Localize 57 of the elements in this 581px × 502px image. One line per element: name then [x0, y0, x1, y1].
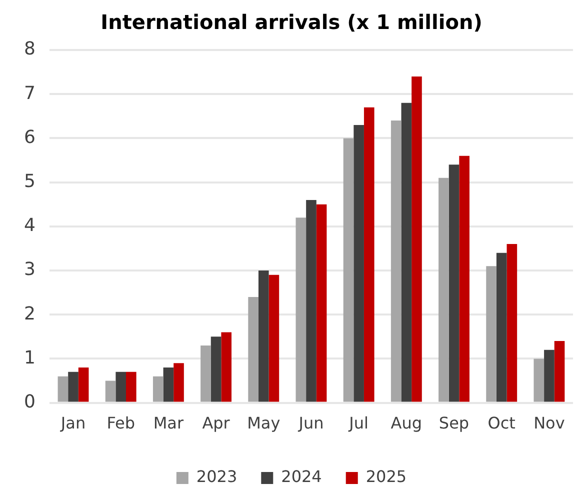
- bar: [68, 372, 78, 402]
- y-tick-label: 7: [24, 82, 36, 104]
- y-tick-label: 1: [24, 347, 36, 368]
- y-tick-label: 8: [24, 38, 36, 60]
- bar: [496, 252, 507, 402]
- x-tick-label: Aug: [390, 414, 422, 433]
- bar: [174, 363, 184, 402]
- y-tick-label: 4: [24, 215, 36, 236]
- x-tick-label: Feb: [106, 414, 136, 433]
- y-tick-label: 0: [24, 391, 36, 412]
- bar: [116, 372, 126, 402]
- y-tick-label: 3: [24, 259, 36, 280]
- bar: [163, 368, 174, 402]
- y-tick-label: 5: [24, 170, 36, 192]
- bar: [544, 350, 554, 402]
- bar: [438, 178, 449, 402]
- bar: [306, 200, 316, 402]
- bar: [210, 336, 222, 402]
- x-tick-label: Jul: [348, 414, 368, 433]
- legend-label: 2024: [281, 467, 322, 486]
- bar: [126, 372, 136, 402]
- x-tick-label: Jan: [60, 414, 86, 433]
- bar: [152, 376, 164, 402]
- x-tick-label: Nov: [534, 414, 565, 433]
- bar: [459, 156, 470, 402]
- bar: [390, 120, 402, 402]
- y-tick-label: 6: [24, 126, 36, 148]
- bar: [78, 368, 89, 402]
- x-tick-label: May: [247, 414, 280, 433]
- bar: [316, 204, 327, 402]
- bar: [412, 76, 422, 402]
- legend-label: 2023: [196, 467, 238, 486]
- x-tick-label: Sep: [438, 414, 470, 433]
- bar: [486, 266, 496, 402]
- bar: [364, 107, 374, 402]
- bar: [448, 164, 460, 402]
- legend-label: 2025: [366, 467, 407, 486]
- bar: [343, 138, 354, 402]
- bar: [105, 380, 116, 402]
- bar: [401, 102, 412, 402]
- bar: [534, 358, 544, 402]
- bar: [268, 274, 280, 402]
- x-tick-label: Oct: [488, 414, 516, 433]
- x-tick-label: Jun: [298, 414, 324, 433]
- x-tick-label: Apr: [202, 414, 230, 433]
- bar: [506, 244, 518, 402]
- bar: [221, 332, 232, 402]
- bar: [258, 270, 269, 402]
- x-tick-label: Mar: [153, 414, 184, 433]
- bar: [58, 376, 68, 402]
- y-tick-label: 2: [24, 303, 36, 324]
- chart-title: International arrivals (x 1 million): [100, 10, 482, 34]
- bar: [354, 124, 364, 402]
- bar: [296, 218, 306, 402]
- bar: [200, 345, 211, 402]
- bar: [554, 341, 565, 402]
- bar: [248, 296, 258, 402]
